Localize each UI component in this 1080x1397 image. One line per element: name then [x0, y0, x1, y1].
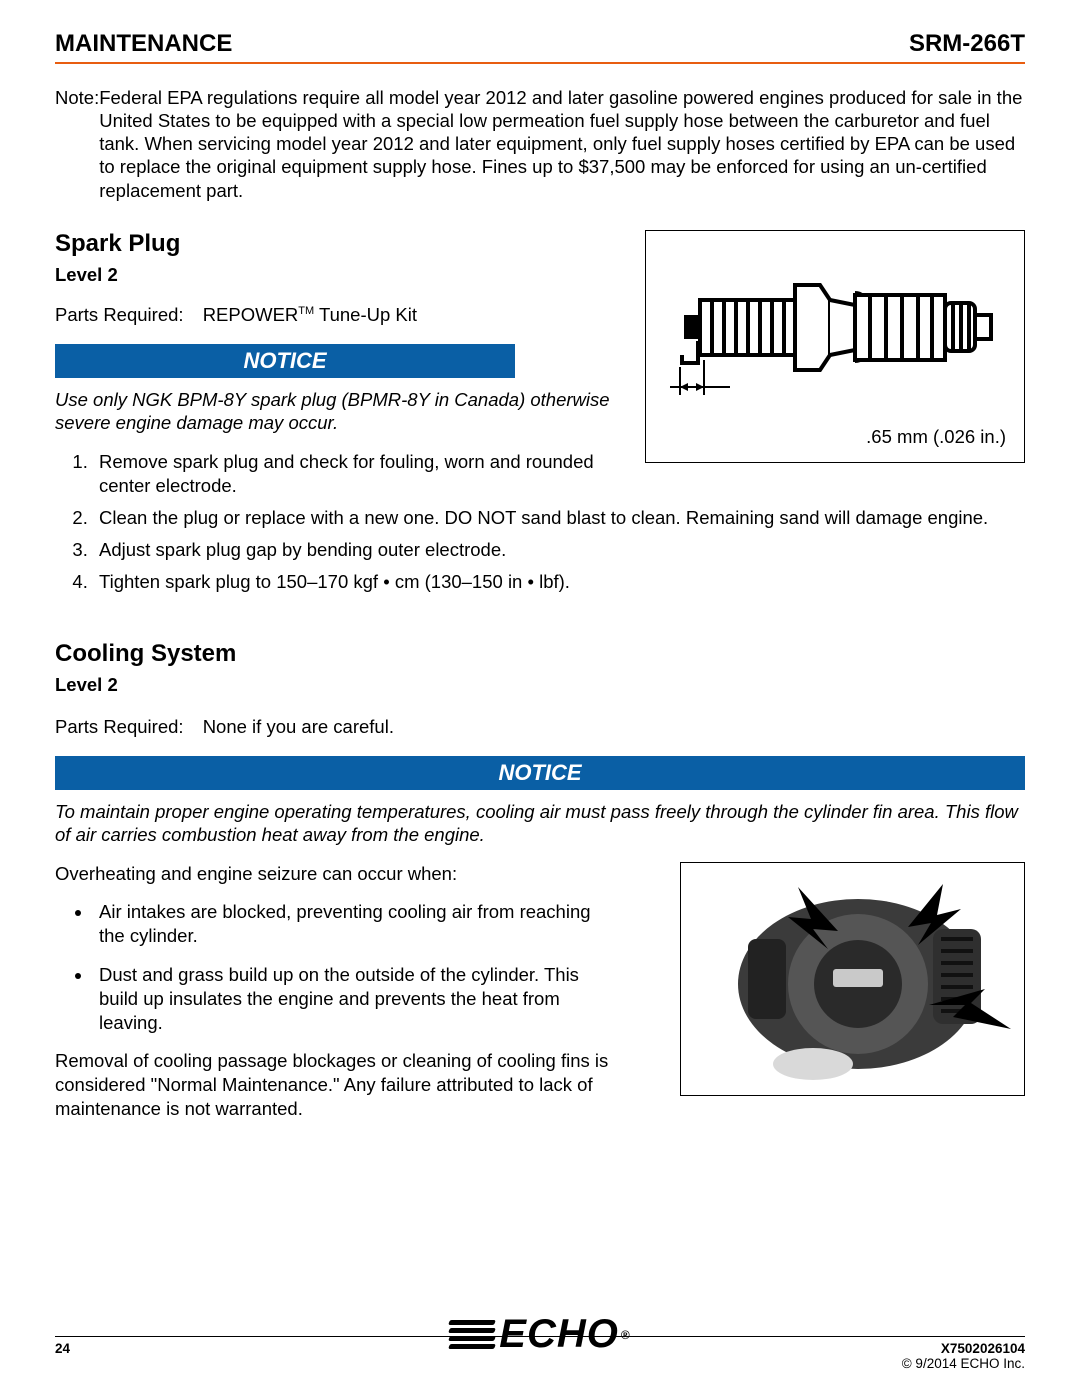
- spark-plug-figure: .65 mm (.026 in.): [645, 230, 1025, 463]
- spark-plug-caption: .65 mm (.026 in.): [664, 426, 1006, 448]
- cooling-bullets: Air intakes are blocked, preventing cool…: [55, 900, 615, 1034]
- cooling-outro: Removal of cooling passage blockages or …: [55, 1049, 615, 1121]
- spark-plug-icon: [670, 245, 1000, 415]
- note-label: Note:: [55, 86, 99, 202]
- list-item: Tighten spark plug to 150–170 kgf • cm (…: [93, 570, 1025, 594]
- page-header: MAINTENANCE SRM-266T: [55, 30, 1025, 64]
- list-item: Dust and grass build up on the outside o…: [93, 963, 615, 1035]
- note-body: Federal EPA regulations require all mode…: [99, 86, 1025, 202]
- registered-icon: ®: [621, 1328, 631, 1342]
- header-left: MAINTENANCE: [55, 30, 232, 58]
- brand-logo: ECHO ®: [55, 1312, 1025, 1357]
- spark-notice-banner: NOTICE: [55, 344, 515, 378]
- list-item: Clean the plug or replace with a new one…: [93, 506, 1025, 530]
- cooling-notice-banner: NOTICE: [55, 756, 1025, 790]
- parts-value: None if you are careful.: [203, 716, 394, 737]
- cooling-notice-text: To maintain proper engine operating temp…: [55, 800, 1025, 846]
- cooling-title: Cooling System: [55, 640, 1025, 668]
- cooling-parts-required: Parts Required: None if you are careful.: [55, 716, 1025, 738]
- parts-label: Parts Required:: [55, 304, 184, 326]
- list-item: Adjust spark plug gap by bending outer e…: [93, 538, 1025, 562]
- copyright: © 9/2014 ECHO Inc.: [902, 1356, 1025, 1371]
- parts-value: REPOWERTM Tune-Up Kit: [203, 304, 417, 325]
- engine-figure: [680, 862, 1025, 1096]
- header-right: SRM-266T: [909, 30, 1025, 58]
- logo-stripes-icon: [449, 1317, 495, 1352]
- list-item: Air intakes are blocked, preventing cool…: [93, 900, 615, 948]
- cooling-intro: Overheating and engine seizure can occur…: [55, 862, 615, 886]
- parts-label: Parts Required:: [55, 716, 184, 738]
- spark-plug-section: .65 mm (.026 in.) Spark Plug Level 2 Par…: [55, 230, 1025, 602]
- page-footer: 24 X7502026104 © 9/2014 ECHO Inc. ECHO ®: [55, 1336, 1025, 1371]
- cooling-system-section: Cooling System Level 2 Parts Required: N…: [55, 640, 1025, 1135]
- engine-icon: [693, 869, 1013, 1084]
- cooling-level: Level 2: [55, 674, 1025, 696]
- epa-note: Note: Federal EPA regulations require al…: [55, 86, 1025, 202]
- logo-text: ECHO: [499, 1312, 619, 1357]
- spark-steps: Remove spark plug and check for fouling,…: [55, 450, 1025, 594]
- spark-notice-text: Use only NGK BPM-8Y spark plug (BPMR-8Y …: [55, 388, 615, 434]
